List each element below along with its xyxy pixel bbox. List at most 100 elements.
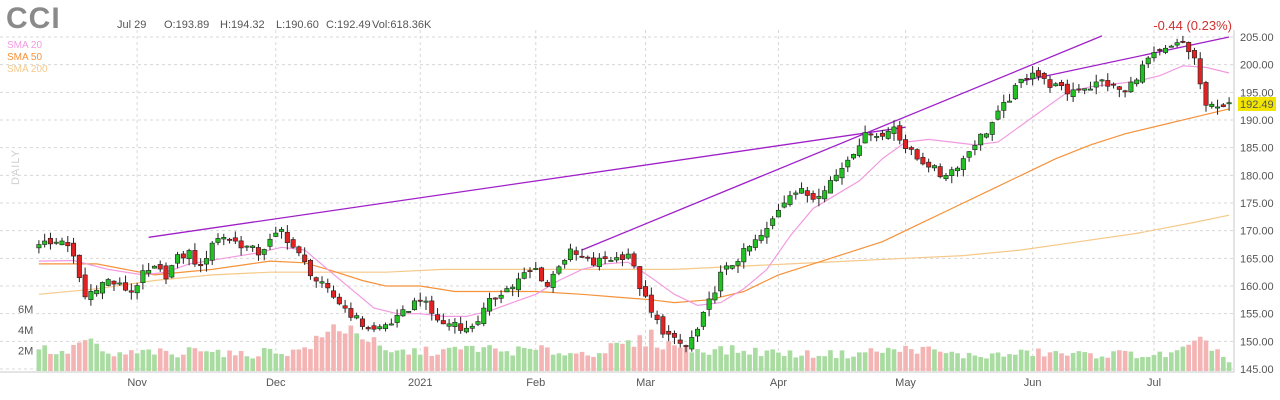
- candle-body: [544, 282, 550, 287]
- volume-bar: [82, 340, 88, 371]
- candle-body: [1116, 86, 1122, 90]
- candle-body: [336, 296, 342, 305]
- sma50-line: [38, 108, 1230, 304]
- candle-body: [180, 253, 186, 259]
- volume-bar: [290, 349, 296, 371]
- candle-body: [273, 232, 279, 237]
- volume-bar: [435, 354, 440, 371]
- candle-body: [527, 270, 533, 273]
- volume-bar: [105, 353, 111, 371]
- volume-bar: [891, 349, 897, 371]
- volume-bar: [348, 325, 354, 371]
- candle-body: [1203, 82, 1209, 106]
- close-value: C:192.49: [326, 19, 371, 31]
- candle-body: [1001, 102, 1007, 111]
- candle-body: [579, 255, 585, 258]
- candle-body: [151, 265, 157, 269]
- volume-bar: [516, 346, 521, 371]
- candle-body: [770, 218, 776, 226]
- candle-body: [307, 259, 313, 277]
- candle-body: [567, 248, 573, 260]
- volume-bar: [937, 351, 943, 371]
- volume-bar: [1140, 357, 1145, 371]
- volume-bar: [279, 354, 284, 371]
- candle-body: [660, 316, 666, 335]
- volume-bar: [1215, 349, 1220, 371]
- candle-body: [359, 318, 365, 327]
- candle-body: [827, 180, 833, 194]
- candle-body: [365, 327, 371, 330]
- volume-bar: [152, 354, 157, 371]
- candle-body: [452, 321, 458, 327]
- sma20-line: [38, 65, 1230, 317]
- volume-bar: [354, 333, 359, 371]
- candle-body: [492, 297, 498, 300]
- candle-body: [562, 260, 568, 265]
- volume-bar: [885, 347, 891, 371]
- volume-bar: [545, 347, 550, 371]
- volume-bar: [591, 356, 596, 371]
- volume-axis-labels: 2M 4M 6M: [18, 304, 33, 357]
- volume-bar: [810, 357, 816, 371]
- candle-body: [695, 328, 701, 337]
- grid-lines: [0, 30, 1235, 373]
- volume-bar: [724, 354, 729, 371]
- y-tick-label: 150.00: [1240, 336, 1274, 348]
- volume-bar: [805, 350, 810, 371]
- candle-body: [700, 312, 706, 327]
- candle-body: [533, 268, 539, 270]
- y-tick-label: 175.00: [1240, 198, 1274, 210]
- candle-body: [383, 324, 389, 329]
- volume-bar: [383, 350, 388, 371]
- candle-body: [157, 264, 163, 270]
- candle-body: [446, 323, 452, 327]
- x-tick-label: Nov: [127, 377, 147, 389]
- volume-bar: [573, 353, 579, 371]
- candle-body: [1134, 79, 1140, 85]
- volume-bar: [828, 350, 833, 371]
- volume-bar: [417, 354, 423, 371]
- volume-bar: [1122, 350, 1128, 371]
- volume-bar: [926, 346, 931, 371]
- candle-body: [175, 254, 181, 264]
- volume-bar: [140, 349, 146, 371]
- volume-tick-label: 6M: [18, 304, 33, 316]
- volume-bar: [1082, 352, 1087, 371]
- candle-body: [1215, 106, 1221, 109]
- x-tick-label: Mar: [636, 377, 655, 389]
- volume-bar: [932, 349, 937, 371]
- volume-bar: [169, 354, 175, 371]
- volume-bar: [1065, 355, 1070, 371]
- volume-bar: [233, 355, 238, 371]
- volume-bar: [319, 337, 325, 371]
- volume-bar: [452, 346, 458, 371]
- candle-body: [683, 345, 689, 347]
- volume-bar: [296, 349, 302, 371]
- candle-body: [238, 240, 244, 249]
- candle-body: [209, 242, 215, 261]
- volume-bar: [267, 348, 273, 371]
- volume-bar: [1007, 354, 1012, 371]
- volume-bar: [1209, 350, 1215, 371]
- volume-bar: [389, 352, 394, 371]
- volume-bar: [215, 349, 221, 371]
- volume-bar: [423, 346, 429, 371]
- volume-bar: [689, 352, 695, 371]
- volume-bar: [1186, 344, 1191, 371]
- volume-bar: [1105, 357, 1111, 371]
- candle-body: [718, 271, 724, 292]
- volume-bar: [1192, 340, 1197, 371]
- candle-body: [140, 270, 146, 283]
- volume-bar: [562, 355, 567, 371]
- volume-bar: [406, 354, 411, 371]
- volume-bar: [1018, 349, 1024, 371]
- candle-body: [874, 136, 880, 138]
- volume-bar: [227, 350, 232, 371]
- volume-bar: [527, 348, 533, 371]
- candle-body: [920, 157, 926, 165]
- volume-bar: [510, 355, 515, 371]
- volume-bar: [1157, 351, 1163, 371]
- volume-bar: [620, 343, 625, 371]
- trendline: [148, 126, 906, 238]
- volume-bar: [331, 324, 336, 371]
